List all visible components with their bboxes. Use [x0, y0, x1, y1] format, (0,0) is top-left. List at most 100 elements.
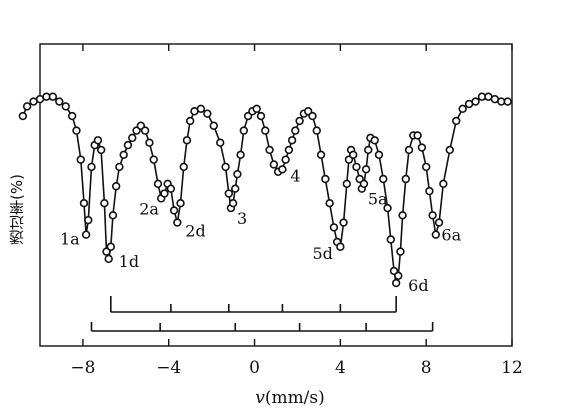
data-point	[72, 126, 81, 135]
data-point	[352, 162, 361, 172]
data-point	[231, 184, 240, 193]
data-point	[265, 145, 274, 155]
data-point	[349, 150, 358, 160]
x-axis-symbol: v	[255, 388, 265, 408]
data-point	[401, 174, 410, 184]
peak-label: 6a	[441, 226, 461, 245]
data-point	[339, 218, 348, 227]
data-point	[503, 97, 512, 106]
stick-diagrams	[90, 296, 434, 332]
data-point	[55, 97, 64, 106]
data-point	[439, 179, 448, 189]
data-point	[216, 138, 225, 147]
peak-label: 2d	[185, 222, 205, 241]
data-point	[342, 179, 351, 189]
x-tick-label: 4	[335, 358, 346, 378]
data-point	[256, 111, 266, 121]
data-point	[252, 104, 261, 114]
data-point	[166, 184, 176, 193]
data-point	[391, 278, 401, 288]
data-point	[336, 242, 345, 251]
data-point	[316, 150, 326, 160]
x-tick-labels: −8 −4 0 4 8 12	[70, 358, 522, 378]
data-point	[79, 199, 89, 208]
data-point	[108, 211, 118, 220]
data-point	[228, 199, 238, 208]
data-point	[261, 126, 270, 135]
data-point	[185, 116, 195, 126]
data-point	[445, 145, 454, 155]
data-point	[196, 104, 206, 114]
data-point	[370, 136, 379, 145]
data-point	[96, 145, 106, 155]
data-point	[140, 126, 150, 135]
data-point	[76, 155, 85, 164]
data-point	[104, 254, 113, 264]
data-point	[160, 189, 169, 198]
data-point	[179, 162, 188, 172]
data-point	[284, 145, 294, 155]
data-point	[100, 199, 109, 208]
data-point	[383, 203, 392, 213]
data-point	[115, 162, 124, 172]
data-point	[417, 143, 427, 152]
data-point	[153, 179, 163, 189]
data-point	[295, 116, 304, 126]
data-point	[431, 230, 441, 239]
data-point	[278, 165, 287, 174]
data-point	[145, 138, 154, 147]
data-point	[396, 247, 405, 256]
data-point	[233, 169, 242, 179]
data-point	[176, 199, 185, 208]
x-tick-label: 12	[501, 358, 523, 378]
data-point	[169, 206, 179, 215]
x-tick-label: −4	[156, 358, 181, 378]
data-point	[106, 242, 116, 251]
peak-label: 1d	[119, 252, 139, 271]
peak-label: 2a	[139, 199, 159, 218]
peak-label: 6d	[408, 276, 428, 295]
peak-labels: 1a 1d 2a 2d 3 4 5a 5d 6d 6a	[60, 167, 462, 295]
fit-curve	[22, 95, 508, 284]
data-point	[149, 155, 158, 164]
data-point	[428, 211, 437, 220]
data-point	[394, 271, 403, 280]
data-point	[203, 109, 212, 118]
data-point	[87, 162, 96, 172]
data-point	[269, 160, 279, 169]
data-point	[452, 116, 461, 126]
data-point	[425, 186, 434, 196]
data-point	[471, 97, 480, 106]
data-point	[209, 121, 218, 130]
data-point	[404, 145, 414, 155]
data-point	[236, 150, 245, 160]
data-point	[93, 136, 103, 145]
data-point	[359, 179, 369, 189]
data-point	[111, 182, 121, 191]
peak-label: 3	[237, 209, 247, 228]
data-point	[281, 155, 290, 164]
data-point	[287, 136, 297, 145]
data-point	[421, 162, 431, 172]
data-point	[386, 235, 395, 244]
data-point	[398, 211, 407, 220]
data-point	[364, 145, 373, 155]
data-point	[81, 230, 91, 239]
peak-label: 1a	[60, 230, 80, 249]
data-point	[379, 174, 388, 184]
data-point	[325, 199, 334, 208]
data-point	[321, 174, 330, 184]
data-point	[312, 126, 321, 135]
x-tick-label: 8	[421, 358, 432, 378]
data-point	[84, 215, 93, 225]
data-point	[173, 218, 182, 227]
data-point	[48, 92, 58, 101]
peak-label: 4	[290, 167, 300, 186]
data-point	[61, 102, 70, 111]
data-point	[329, 223, 339, 232]
y-axis-label: 透过率(%)	[8, 174, 26, 246]
plot-frame	[39, 43, 513, 347]
data-point	[128, 133, 137, 143]
data-point	[458, 104, 467, 114]
